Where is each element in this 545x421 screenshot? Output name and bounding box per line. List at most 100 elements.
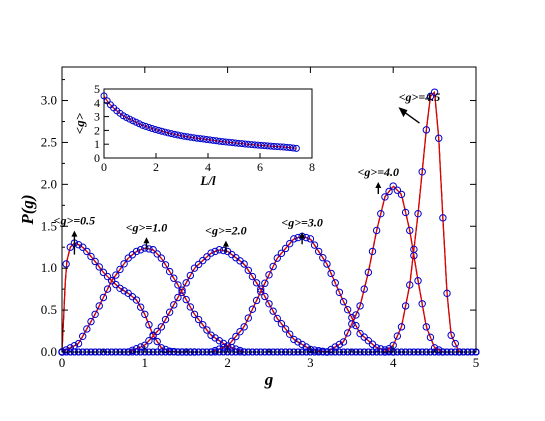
data-point	[422, 323, 431, 331]
data-point	[401, 302, 410, 310]
data-point	[182, 279, 190, 287]
data-point	[451, 339, 459, 348]
data-point	[219, 246, 228, 255]
inset-y-tick-label: 4	[94, 96, 100, 110]
data-point	[165, 267, 174, 276]
data-point	[314, 247, 323, 256]
data-point	[244, 266, 253, 274]
annotation-label: <g>=1.0	[126, 220, 168, 234]
data-point	[199, 321, 207, 329]
inset-x-tick-label: 8	[309, 160, 315, 174]
data-point	[265, 271, 273, 279]
data-point	[157, 254, 166, 262]
data-point	[290, 235, 298, 243]
data-point	[240, 260, 248, 268]
inset-data-point	[177, 132, 185, 140]
data-point	[335, 340, 344, 349]
inset-y-axis-label: <g>	[72, 112, 87, 134]
data-point	[103, 285, 112, 293]
data-point	[74, 241, 83, 249]
inset-data-point	[292, 144, 300, 152]
annotation-label: <g>=3.0	[281, 215, 323, 229]
annotation-arrowhead	[375, 181, 382, 188]
inset-data-point	[209, 136, 217, 144]
inset-data-point	[187, 133, 195, 141]
data-point	[190, 310, 199, 318]
histogram-line	[128, 249, 328, 353]
histogram-line	[326, 185, 444, 353]
data-point	[248, 272, 257, 281]
inset-data-point	[132, 118, 140, 126]
inset-data-point	[190, 134, 198, 142]
inset-data-point	[212, 137, 220, 145]
data-point	[141, 310, 149, 318]
data-point	[170, 301, 178, 309]
data-point	[418, 168, 426, 176]
inset-x-axis-label: L/l	[199, 173, 216, 188]
data-point	[348, 320, 356, 328]
data-point	[319, 254, 327, 262]
fit-line	[384, 91, 461, 353]
data-point	[290, 335, 298, 344]
y-tick-label: 1.0	[41, 260, 57, 275]
data-point	[128, 346, 137, 355]
inset-data-point	[151, 125, 159, 133]
inset-data-point	[100, 92, 108, 100]
data-point	[252, 279, 261, 287]
data-point	[277, 320, 286, 328]
data-point	[116, 265, 124, 274]
annotation-label: <g>=2.0	[205, 224, 247, 238]
data-point	[352, 321, 360, 330]
data-point	[294, 338, 302, 346]
data-point	[194, 260, 203, 269]
x-tick-label: 4	[390, 355, 397, 370]
inset-data-point	[203, 135, 211, 143]
data-point	[203, 253, 211, 261]
data-point	[443, 289, 451, 298]
annotation-arrowhead	[71, 230, 78, 237]
data-point	[406, 281, 414, 289]
data-point	[401, 208, 410, 217]
data-point	[385, 187, 393, 196]
data-point	[219, 343, 228, 352]
data-point	[339, 338, 348, 346]
data-point	[422, 126, 431, 134]
inset-data-point	[196, 135, 204, 143]
data-point	[372, 226, 381, 235]
inset-data-point	[289, 144, 297, 152]
data-point	[174, 281, 182, 289]
data-point	[95, 302, 103, 310]
inset-data-point	[171, 130, 179, 138]
x-tick-label: 0	[59, 355, 66, 370]
inset-y-tick-label: 0	[94, 151, 100, 165]
annotation-label: <g>=0.5	[54, 214, 96, 228]
fit-line	[326, 185, 444, 353]
data-point	[236, 346, 244, 355]
inset-data-point	[164, 129, 172, 137]
data-point	[273, 254, 281, 262]
inset-data-point	[206, 136, 214, 144]
data-point	[211, 247, 219, 256]
data-point	[87, 252, 95, 261]
data-point	[165, 308, 174, 316]
data-point	[310, 346, 319, 354]
data-point	[269, 262, 277, 271]
data-point	[397, 190, 406, 199]
data-point	[343, 329, 352, 337]
data-point	[87, 317, 95, 326]
data-point	[153, 250, 161, 258]
inset-y-tick-label: 5	[94, 82, 100, 96]
data-point	[435, 346, 443, 354]
annotation-label: <g>=4.5	[399, 90, 441, 104]
data-point	[83, 247, 91, 256]
data-point	[66, 344, 74, 352]
data-point	[236, 327, 244, 336]
inset-data-point	[126, 115, 134, 123]
data-point	[99, 268, 108, 277]
data-point	[352, 311, 360, 319]
data-point	[79, 332, 87, 340]
data-point	[426, 333, 435, 342]
y-tick-label: 0.5	[41, 302, 57, 317]
data-point	[157, 344, 166, 352]
data-point	[306, 235, 315, 243]
